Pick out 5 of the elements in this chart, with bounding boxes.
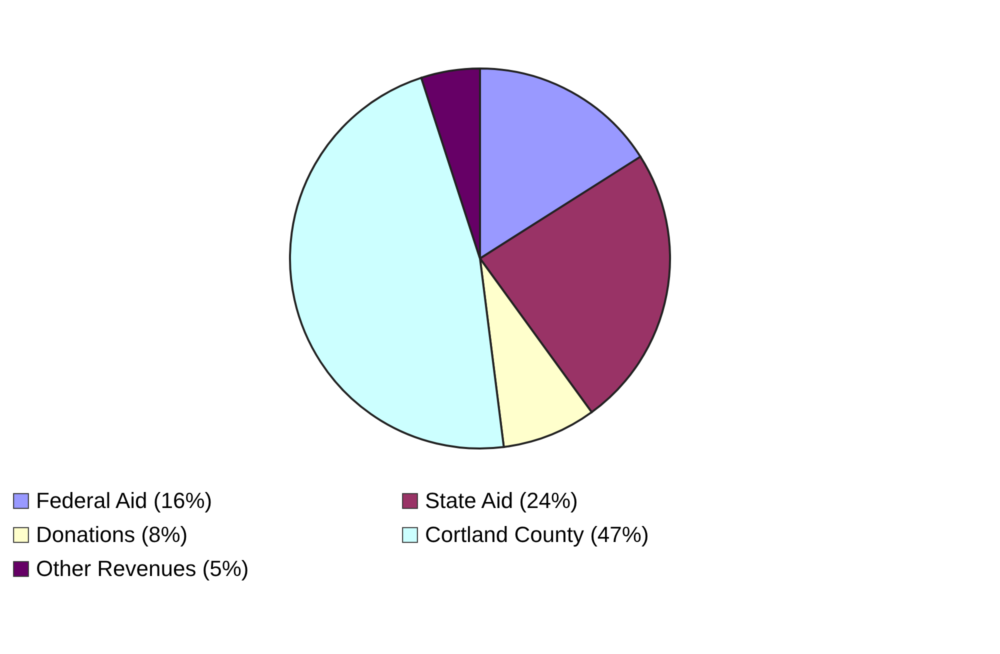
legend-label: Other Revenues (5%) (36, 556, 249, 581)
legend-label: Federal Aid (16%) (36, 488, 212, 513)
legend-label: State Aid (24%) (425, 488, 578, 513)
legend-label: Cortland County (47%) (425, 522, 649, 547)
legend-label: Donations (8%) (36, 522, 188, 547)
